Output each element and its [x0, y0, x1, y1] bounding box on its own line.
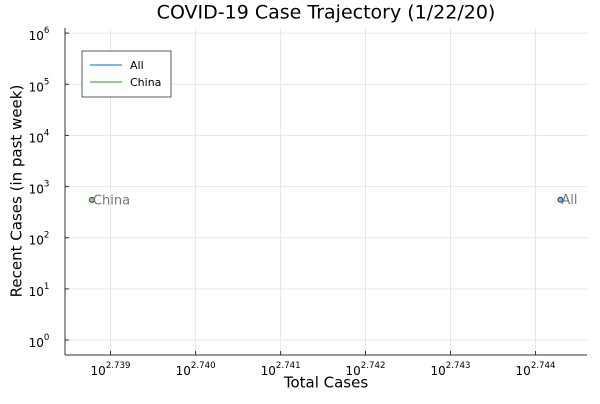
- point-label: All: [561, 193, 577, 208]
- y-axis-label: Recent Cases (in past week): [8, 85, 26, 298]
- tick-label: 102.743: [431, 361, 471, 378]
- x-axis-label: Total Cases: [283, 374, 369, 392]
- tick-label: 102.739: [91, 361, 131, 378]
- tick-label: 102: [29, 230, 50, 247]
- tick-label: 102.744: [516, 361, 556, 378]
- point: [557, 196, 564, 203]
- tick-label: 102.740: [176, 361, 216, 378]
- point-label: China: [93, 193, 130, 208]
- tick-label: 104: [29, 128, 50, 145]
- legend-label: All: [130, 59, 144, 72]
- chart-title: COVID-19 Case Trajectory (1/22/20): [157, 2, 496, 24]
- tick-label: 103: [29, 179, 50, 196]
- point: [89, 197, 95, 203]
- tick-label: 102.741: [261, 361, 301, 378]
- tick-label: 105: [29, 77, 50, 94]
- tick-label: 101: [29, 281, 50, 298]
- tick-label: 100: [29, 333, 50, 350]
- legend-box: [81, 50, 172, 98]
- legend-label: China: [130, 76, 161, 89]
- tick-label: 102.742: [346, 361, 386, 378]
- tick-label: 106: [29, 26, 50, 43]
